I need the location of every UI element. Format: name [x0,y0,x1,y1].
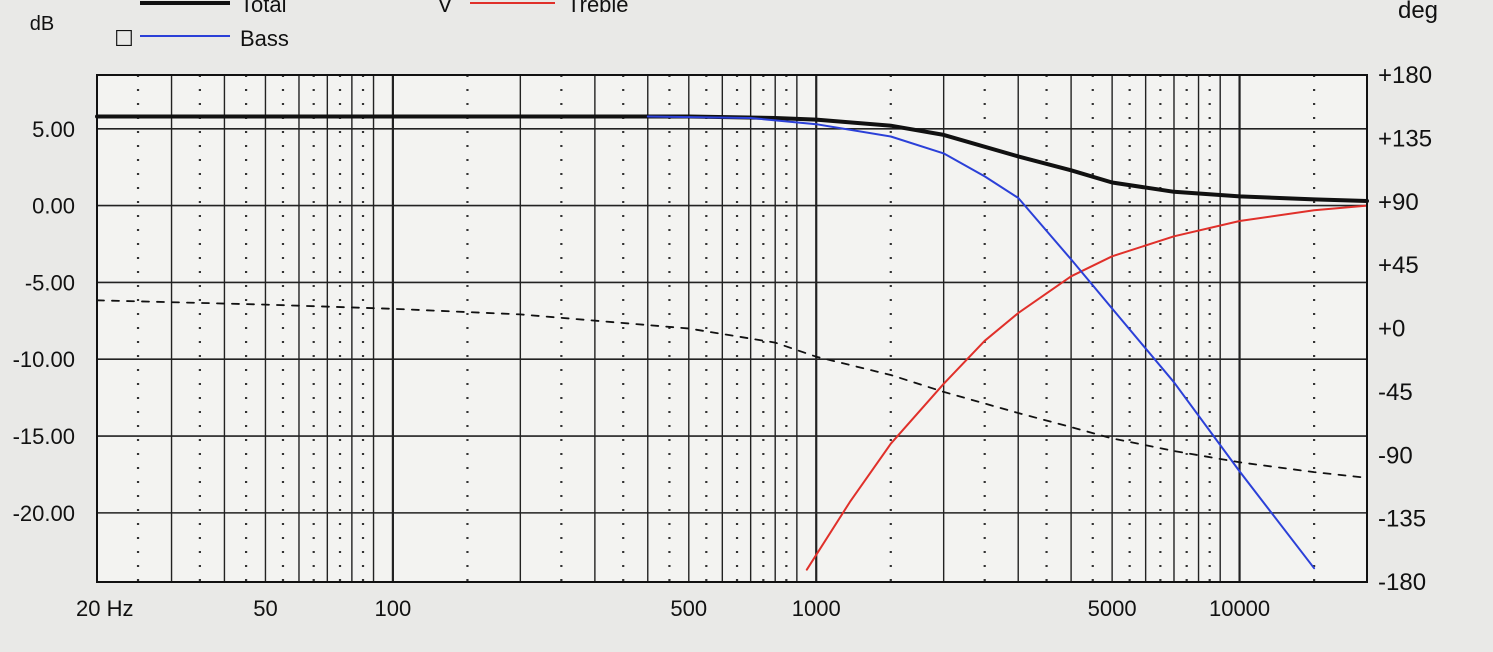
x-tick-label: 20 Hz [76,596,133,621]
y2-tick-label: +45 [1378,252,1419,279]
right-axis-unit: deg [1398,0,1438,24]
left-axis-unit: dB [30,13,54,35]
series-line-phase [96,299,1368,479]
legend-label-total: Total [240,0,286,17]
grid [96,75,1368,582]
y-axis-ticks: 5.00 0.00 -5.00 -10.00 -15.00 -20.00 [13,117,75,526]
legend-label-bass: Bass [240,26,289,51]
y2-tick-label: +90 [1378,189,1419,216]
x-axis-ticks: 20 Hz 50 100 500 1000 5000 10000 [76,596,1270,621]
y2-tick-label: -45 [1378,379,1413,406]
y-tick-label: 5.00 [32,117,75,142]
x-tick-label: 50 [253,596,277,621]
legend-marker-bass: ☐ [114,26,134,51]
y2-tick-label: -90 [1378,442,1413,469]
y-tick-label: 0.00 [32,194,75,219]
y-tick-label: -20.00 [13,501,75,526]
y2-tick-label: +0 [1378,316,1405,343]
plot-border [96,74,1368,583]
y2-tick-label: -180 [1378,569,1426,596]
series-layer [95,114,1369,571]
series-line-total [95,114,1369,203]
y2-tick-label: +180 [1378,62,1432,89]
y2-tick-label: +135 [1378,125,1432,152]
x-tick-label: 100 [375,596,412,621]
legend-marker-treble: V [438,0,453,17]
legend-label-treble: Treble [567,0,629,17]
y-tick-label: -5.00 [25,270,75,295]
y2-axis-ticks: +180 +135 +90 +45 +0 -45 -90 -135 -180 [1378,62,1432,596]
series-line-treble [805,204,1368,571]
series-line-bass [646,115,1316,570]
plot-area [97,75,1367,582]
legend: Total Treble V Bass ☐ [114,0,628,51]
y-tick-label: -10.00 [13,347,75,372]
x-tick-label: 10000 [1209,596,1270,621]
x-tick-label: 500 [670,596,707,621]
x-tick-label: 5000 [1088,596,1137,621]
y2-tick-label: -135 [1378,506,1426,533]
x-tick-label: 1000 [792,596,841,621]
y-tick-label: -15.00 [13,424,75,449]
